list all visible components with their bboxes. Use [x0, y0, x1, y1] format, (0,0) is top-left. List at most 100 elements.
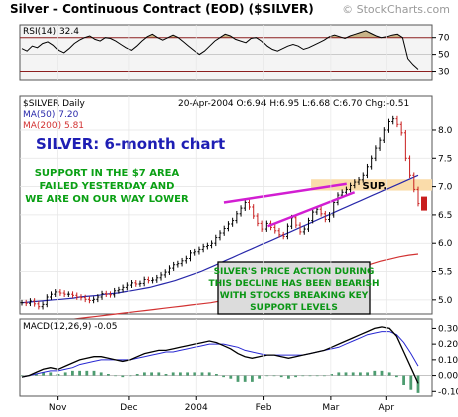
support-band [311, 179, 432, 191]
macd-histogram-bar [207, 372, 211, 376]
macd-histogram-bar [301, 375, 305, 377]
price-bar [159, 272, 163, 281]
watermark: © StockCharts.com [342, 3, 450, 16]
macd-histogram-bar [143, 372, 146, 376]
price-bar [96, 294, 100, 303]
price-bar [298, 222, 302, 235]
x-tick-label: Mar [322, 403, 339, 413]
price-bar [75, 292, 79, 300]
price-bar [146, 276, 150, 284]
last-close-marker [421, 196, 427, 211]
macd-histogram-bar [366, 372, 369, 376]
price-bar [361, 172, 365, 183]
support-label: SUP. [363, 181, 388, 192]
macd-histogram-bar [171, 372, 175, 376]
macd-line [21, 326, 419, 384]
price-bar [214, 234, 218, 247]
price-bar [222, 225, 226, 236]
macd-histogram-bar [315, 375, 319, 377]
price-bar [235, 210, 239, 224]
macd-histogram-bar [179, 372, 182, 376]
x-tick-label: 2004 [185, 403, 208, 413]
note-box-frame [217, 261, 371, 315]
price-bar [41, 301, 45, 310]
macd-histogram-bar [215, 374, 218, 376]
macd-histogram-bar [272, 375, 276, 377]
price-bar [382, 127, 386, 143]
macd-histogram-bar [330, 374, 333, 376]
macd-histogram-bar [229, 375, 233, 379]
macd-histogram-bar [107, 374, 110, 376]
price-bar [374, 145, 378, 162]
macd-histogram-bar [42, 372, 45, 376]
macd-histogram-bar [186, 372, 189, 376]
macd-histogram-bar [99, 372, 103, 376]
price-bar [349, 182, 353, 193]
price-bar [357, 176, 361, 185]
note-support-failed: SUPPORT IN THE $7 AREA FAILED YESTERDAY … [25, 168, 189, 205]
price-bar [138, 280, 142, 287]
macd-histogram-bar [63, 372, 67, 376]
triangle-lower-line [267, 191, 356, 228]
price-bar [117, 286, 121, 294]
macd-histogram-bar [395, 375, 398, 378]
price-bar [142, 276, 146, 287]
price-bar [184, 255, 188, 264]
note-line-3: WE ARE ON OUR WAY LOWER [25, 194, 189, 205]
price-bar [344, 186, 348, 196]
macd-tick-label: 0.10 [438, 356, 458, 366]
macd-histogram-bar [344, 372, 348, 376]
price-bar [58, 289, 62, 296]
price-axis: 8.0 7.5 7.0 6.5 6.0 5.5 5.0 [432, 126, 453, 306]
price-bar [294, 214, 298, 228]
price-bar [332, 199, 336, 218]
macd-histogram-bar [409, 375, 413, 390]
price-bar [395, 115, 399, 128]
price-bar [163, 269, 167, 278]
macd-histogram-bar [121, 375, 125, 378]
rsi-label: RSI(14) 32.4 [23, 27, 79, 37]
price-bar [37, 300, 41, 310]
price-bar [176, 260, 180, 268]
rsi-tick-label: 30 [438, 68, 450, 78]
macd-label: MACD(12,26,9) -0.05 [23, 322, 118, 332]
x-tick-label: Feb [256, 403, 272, 413]
price-bar [416, 186, 420, 207]
price-bar [24, 299, 28, 307]
chart-heading: SILVER: 6-month chart [36, 135, 225, 153]
price-bar [71, 291, 75, 299]
price-bar [319, 206, 323, 217]
price-bar [302, 226, 306, 235]
macd-histogram-bar [20, 375, 24, 377]
price-bar [403, 129, 407, 162]
box-line-3: WITH STOCKS BREAKING KEY [220, 291, 369, 301]
price-bar [370, 155, 374, 170]
price-bar [256, 213, 260, 227]
price-bar [307, 217, 310, 232]
macd-plot [20, 326, 432, 393]
price-bar [248, 199, 251, 210]
macd-histogram-bar [287, 375, 290, 379]
price-tick-label: 6.5 [438, 211, 452, 221]
price-bar [100, 290, 104, 300]
macd-histogram-bar [128, 375, 132, 377]
macd-histogram-bar [243, 375, 247, 382]
macd-histogram-bar [85, 370, 89, 376]
macd-tick-label: 0.20 [438, 340, 458, 350]
x-tick-label: Dec [120, 403, 137, 413]
macd-histogram-bar [135, 374, 139, 376]
rsi-tick-label: 50 [438, 51, 450, 61]
macd-histogram-bar [258, 375, 261, 379]
price-bar [50, 291, 53, 300]
price-bar [285, 223, 289, 240]
price-bar [62, 290, 66, 298]
price-bar [54, 289, 58, 298]
price-label: $SILVER Daily [23, 99, 86, 109]
rsi-plot [20, 30, 432, 73]
price-bar [281, 231, 285, 240]
price-tick-label: 7.0 [438, 183, 453, 193]
price-bar [243, 199, 247, 211]
price-bar [113, 287, 117, 298]
macd-tick-label: 0.30 [438, 324, 458, 334]
